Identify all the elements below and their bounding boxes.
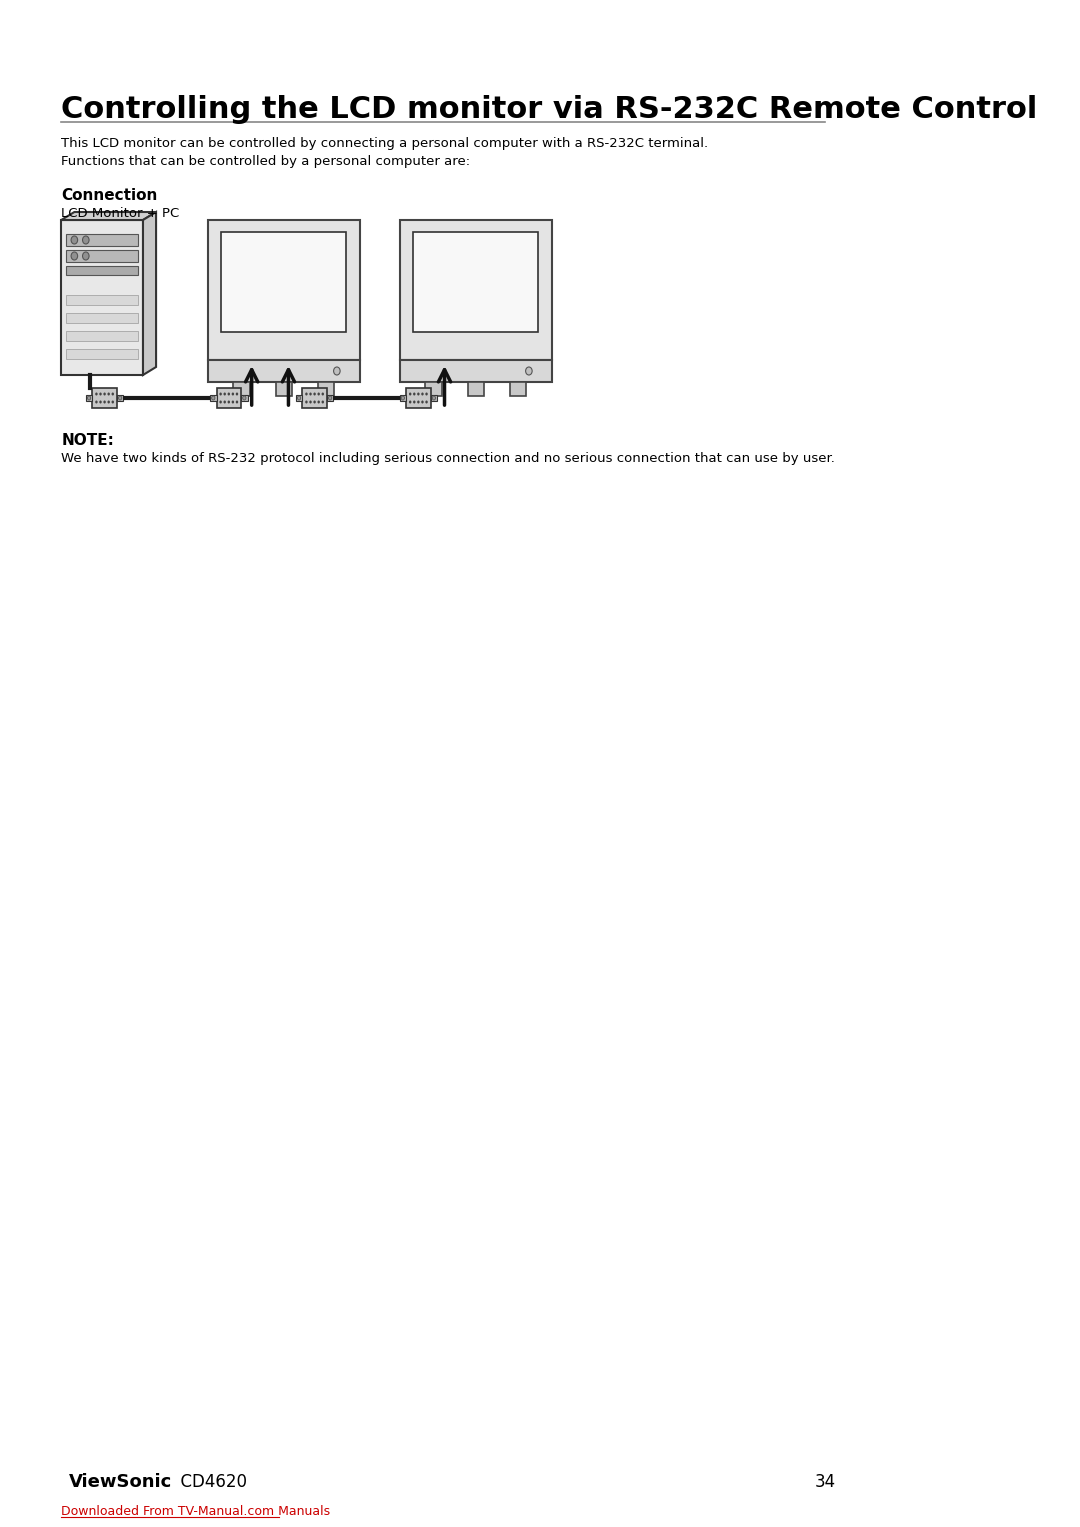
Text: We have two kinds of RS-232 protocol including serious connection and no serious: We have two kinds of RS-232 protocol inc… — [62, 452, 835, 466]
Circle shape — [87, 395, 91, 400]
Polygon shape — [221, 232, 347, 331]
Circle shape — [413, 400, 416, 403]
Polygon shape — [92, 388, 117, 408]
Polygon shape — [66, 266, 138, 275]
Circle shape — [99, 392, 102, 395]
Circle shape — [107, 392, 110, 395]
Circle shape — [421, 400, 423, 403]
Polygon shape — [426, 382, 442, 395]
Polygon shape — [319, 382, 335, 395]
Circle shape — [95, 392, 97, 395]
Circle shape — [212, 395, 215, 400]
Text: ViewSonic: ViewSonic — [69, 1474, 173, 1490]
Text: 34: 34 — [814, 1474, 836, 1490]
Polygon shape — [414, 232, 539, 331]
Circle shape — [426, 392, 428, 395]
Polygon shape — [400, 395, 406, 402]
Circle shape — [417, 400, 420, 403]
Circle shape — [328, 395, 332, 400]
Circle shape — [309, 400, 312, 403]
Polygon shape — [208, 220, 360, 360]
Text: CD4620: CD4620 — [170, 1474, 247, 1490]
Text: Controlling the LCD monitor via RS-232C Remote Control: Controlling the LCD monitor via RS-232C … — [62, 95, 1038, 124]
Polygon shape — [66, 250, 138, 263]
Circle shape — [104, 400, 106, 403]
Circle shape — [526, 366, 532, 376]
Circle shape — [318, 392, 320, 395]
Circle shape — [111, 392, 114, 395]
Circle shape — [82, 237, 89, 244]
Circle shape — [318, 400, 320, 403]
Polygon shape — [296, 395, 302, 402]
Circle shape — [313, 400, 315, 403]
Circle shape — [409, 392, 411, 395]
Circle shape — [432, 395, 435, 400]
Polygon shape — [210, 395, 216, 402]
Circle shape — [297, 395, 300, 400]
Circle shape — [306, 392, 308, 395]
Circle shape — [322, 400, 324, 403]
Circle shape — [409, 400, 411, 403]
Polygon shape — [327, 395, 334, 402]
Polygon shape — [62, 220, 143, 376]
Polygon shape — [85, 395, 92, 402]
Circle shape — [71, 252, 78, 260]
Circle shape — [219, 400, 221, 403]
Polygon shape — [241, 395, 247, 402]
Circle shape — [413, 392, 416, 395]
Polygon shape — [66, 234, 138, 246]
Circle shape — [219, 392, 221, 395]
Polygon shape — [66, 295, 138, 305]
Circle shape — [224, 392, 226, 395]
Text: This LCD monitor can be controlled by connecting a personal computer with a RS-2: This LCD monitor can be controlled by co… — [62, 137, 708, 150]
Text: Functions that can be controlled by a personal computer are:: Functions that can be controlled by a pe… — [62, 156, 471, 168]
Polygon shape — [216, 388, 241, 408]
Circle shape — [235, 392, 239, 395]
Circle shape — [95, 400, 97, 403]
Polygon shape — [302, 388, 327, 408]
Circle shape — [228, 392, 230, 395]
Polygon shape — [143, 212, 157, 376]
Polygon shape — [406, 388, 431, 408]
Circle shape — [224, 400, 226, 403]
Circle shape — [228, 400, 230, 403]
Text: Connection: Connection — [62, 188, 158, 203]
Polygon shape — [208, 360, 360, 382]
Polygon shape — [117, 395, 123, 402]
Circle shape — [401, 395, 405, 400]
Circle shape — [107, 400, 110, 403]
Circle shape — [313, 392, 315, 395]
Text: Downloaded From TV-Manual.com Manuals: Downloaded From TV-Manual.com Manuals — [62, 1506, 330, 1518]
Circle shape — [417, 392, 420, 395]
Polygon shape — [510, 382, 526, 395]
Polygon shape — [468, 382, 484, 395]
Polygon shape — [66, 313, 138, 324]
Polygon shape — [66, 331, 138, 341]
Circle shape — [119, 395, 122, 400]
Circle shape — [243, 395, 246, 400]
Polygon shape — [431, 395, 437, 402]
Circle shape — [71, 237, 78, 244]
Polygon shape — [401, 360, 552, 382]
Circle shape — [82, 252, 89, 260]
Circle shape — [231, 392, 234, 395]
Circle shape — [99, 400, 102, 403]
Text: LCD Monitor + PC: LCD Monitor + PC — [62, 208, 179, 220]
Polygon shape — [401, 220, 552, 360]
Circle shape — [231, 400, 234, 403]
Circle shape — [322, 392, 324, 395]
Polygon shape — [66, 350, 138, 359]
Circle shape — [334, 366, 340, 376]
Text: NOTE:: NOTE: — [62, 434, 114, 447]
Circle shape — [421, 392, 423, 395]
Polygon shape — [275, 382, 292, 395]
Circle shape — [306, 400, 308, 403]
Polygon shape — [233, 382, 249, 395]
Circle shape — [235, 400, 239, 403]
Polygon shape — [62, 212, 157, 220]
Circle shape — [111, 400, 114, 403]
Circle shape — [104, 392, 106, 395]
Circle shape — [426, 400, 428, 403]
Circle shape — [309, 392, 312, 395]
